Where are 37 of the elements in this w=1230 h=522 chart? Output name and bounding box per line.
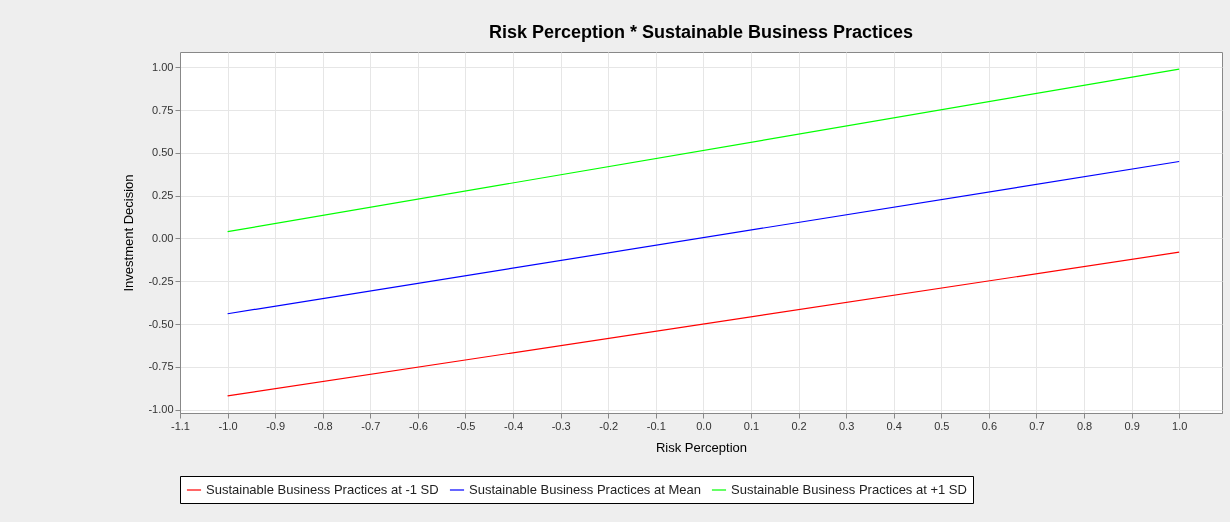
x-tick-label: 0.1	[743, 419, 760, 432]
x-tick-label: -1.1	[171, 419, 190, 432]
x-tick-label: -0.8	[313, 419, 333, 432]
x-tick-label: -0.7	[361, 419, 381, 432]
y-tick-label: 1.00	[152, 60, 174, 73]
x-tick-label: -1.0	[218, 419, 238, 432]
x-tick-label: -0.3	[551, 419, 571, 432]
y-tick-label: -1.00	[148, 403, 174, 416]
y-tick-label: 0.25	[152, 189, 174, 202]
chart-title: Risk Perception * Sustainable Business Practices	[488, 22, 914, 42]
y-tick-label: 0.00	[152, 231, 174, 244]
y-axis-title: Investment Decision	[121, 174, 137, 292]
x-tick-label: 0.2	[791, 419, 807, 432]
x-tick-label: 0.0	[696, 419, 712, 432]
x-tick-label: -0.1	[646, 419, 666, 432]
legend-label: Sustainable Business Practices at +1 SD	[731, 482, 967, 497]
legend-label: Sustainable Business Practices at -1 SD	[206, 482, 439, 497]
x-tick-label: 1.0	[1172, 419, 1188, 432]
y-tick-label: -0.25	[148, 274, 174, 287]
x-tick-label: 0.8	[1076, 419, 1093, 432]
x-tick-label: 0.4	[886, 419, 902, 432]
x-tick-label: -0.5	[456, 419, 476, 432]
x-tick-label: 0.9	[1124, 419, 1140, 432]
x-tick-label: -0.2	[599, 419, 619, 432]
legend-label: Sustainable Business Practices at Mean	[469, 482, 701, 497]
x-tick-label: -0.9	[266, 419, 286, 432]
y-tick-label: 0.75	[152, 103, 174, 116]
x-tick-label: 0.5	[934, 419, 950, 432]
x-axis-title: Risk Perception	[655, 439, 748, 455]
y-tick-label: 0.50	[152, 146, 174, 159]
x-tick-label: 0.3	[838, 419, 855, 432]
y-tick-label: -0.50	[148, 317, 174, 330]
x-tick-label: -0.4	[504, 419, 524, 432]
x-tick-label: 0.6	[981, 419, 998, 432]
y-tick-label: -0.75	[148, 360, 174, 373]
x-tick-label: 0.7	[1029, 419, 1045, 432]
x-tick-label: -0.6	[408, 419, 428, 432]
